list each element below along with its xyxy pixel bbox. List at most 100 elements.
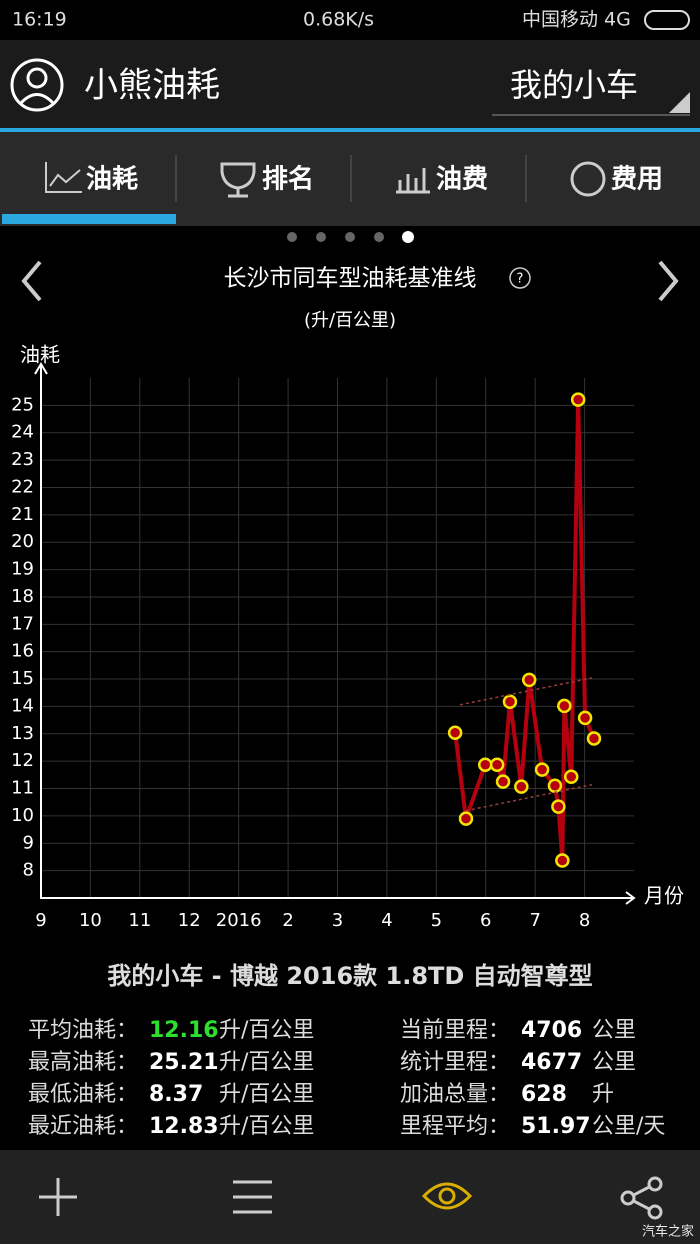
- view-button[interactable]: [421, 1182, 473, 1210]
- avatar-body: [19, 93, 55, 105]
- x-tick-label: 5: [431, 910, 442, 931]
- add-button[interactable]: [39, 1178, 77, 1216]
- stat-label: 最高油耗：: [28, 1050, 138, 1075]
- carrier: 中国移动 4G: [522, 9, 631, 31]
- x-tick-label: 10: [79, 910, 102, 931]
- point: [555, 853, 570, 868]
- tab[interactable]: 排名: [262, 164, 314, 195]
- x-tick-label: 9: [35, 910, 46, 931]
- bottom-nav: [0, 1150, 700, 1244]
- point: [495, 774, 511, 789]
- y-axis-label: 油耗: [20, 343, 60, 367]
- x-axis-label: 月份: [644, 884, 684, 908]
- chart-title: 长沙市同车型油耗基准线: [224, 266, 477, 292]
- point: [458, 811, 474, 826]
- stat-value: 12.83: [149, 1114, 219, 1139]
- help-icon[interactable]: [509, 267, 531, 289]
- axis-arrow: [34, 362, 636, 905]
- share-node: [647, 1204, 663, 1220]
- stat-label: 统计里程：: [400, 1050, 510, 1075]
- stat-value: 25.21: [149, 1050, 219, 1075]
- point: [557, 698, 572, 714]
- x-tick-label: 2: [282, 910, 293, 931]
- avatar[interactable]: [10, 58, 64, 112]
- tab[interactable]: 费用: [611, 165, 663, 195]
- point: [502, 694, 518, 710]
- stat-unit: 公里: [592, 1050, 636, 1075]
- stat-value: 51.97: [521, 1114, 591, 1139]
- x-tick-label: 7: [529, 910, 540, 931]
- battery: [644, 10, 690, 30]
- stat-unit: 升/百公里: [219, 1050, 314, 1075]
- y-tick-label: 10: [11, 805, 34, 826]
- tab-icon: [45, 162, 82, 193]
- stat-label: 加油总量：: [400, 1082, 510, 1107]
- x-tick-label: 11: [128, 910, 151, 931]
- y-tick-label: 20: [11, 531, 34, 552]
- x-tick-label: 8: [579, 910, 590, 931]
- time: 16:19: [12, 9, 67, 31]
- tab[interactable]: 油费: [436, 165, 488, 195]
- car-selector[interactable]: 我的小车: [510, 66, 638, 104]
- page-dots: [287, 231, 414, 243]
- stat-label: 最低油耗：: [28, 1082, 138, 1107]
- point: [570, 392, 586, 407]
- stat-unit: 升/百公里: [219, 1114, 314, 1139]
- point: [478, 757, 493, 772]
- stat-label: 平均油耗：: [28, 1018, 138, 1043]
- avatar-head: [26, 67, 48, 89]
- point: [563, 769, 579, 785]
- y-tick-label: 8: [23, 860, 34, 881]
- selector-arrow: [669, 92, 690, 113]
- stat-value: 628: [521, 1082, 567, 1107]
- point: [534, 762, 550, 777]
- chart-subtitle: (升/百公里): [304, 310, 396, 331]
- x-tick-label: 4: [381, 910, 392, 931]
- y-tick-label: 9: [23, 832, 34, 853]
- prev-arrow[interactable]: [21, 260, 42, 302]
- stat-unit: 公里: [592, 1018, 636, 1043]
- stat-label: 最近油耗：: [28, 1114, 138, 1139]
- status-bar: [0, 0, 700, 40]
- axes: [40, 366, 634, 899]
- stat-unit: 升/百公里: [219, 1082, 314, 1107]
- point: [586, 731, 602, 746]
- y-tick-label: 17: [11, 613, 34, 634]
- menu-button[interactable]: [233, 1180, 272, 1214]
- point: [521, 672, 537, 688]
- point: [551, 799, 566, 814]
- stat-value: 8.37: [149, 1082, 203, 1107]
- car-name: 我的小车 - 博越 2016款 1.8TD 自动智尊型: [107, 962, 592, 990]
- y-tick-label: 23: [11, 449, 34, 470]
- stat-label: 当前里程：: [400, 1018, 510, 1043]
- watermark: 汽车之家: [642, 1224, 694, 1240]
- tab-icon: [396, 168, 430, 194]
- stat-label: 里程平均：: [400, 1114, 510, 1139]
- header: [0, 40, 700, 128]
- y-tick-label: 18: [11, 586, 34, 607]
- tab[interactable]: 油耗: [86, 165, 138, 195]
- tab-icon: [220, 162, 256, 198]
- point: [577, 710, 593, 726]
- x-tick-label: 6: [480, 910, 491, 931]
- next-arrow[interactable]: [658, 260, 679, 302]
- tab-dividers: [175, 155, 527, 202]
- view-pupil: [438, 1187, 456, 1205]
- y-tick-label: 12: [11, 750, 34, 771]
- x-tick-label: 2016: [216, 910, 262, 931]
- tab-icon: [570, 161, 606, 197]
- x-tick-label: 3: [332, 910, 343, 931]
- stat-unit: 升: [592, 1082, 614, 1107]
- point: [514, 779, 529, 794]
- point: [489, 757, 505, 772]
- y-tick-label: 13: [11, 723, 34, 744]
- y-tick-label: 24: [11, 422, 34, 443]
- x-tick-label: 12: [178, 910, 201, 931]
- stat-value: 4706: [521, 1018, 582, 1043]
- stat-value: 12.16: [149, 1018, 219, 1043]
- share-node: [647, 1176, 663, 1192]
- y-tick-label: 25: [11, 394, 34, 415]
- tab-indicator: [2, 214, 176, 224]
- stat-value: 4677: [521, 1050, 582, 1075]
